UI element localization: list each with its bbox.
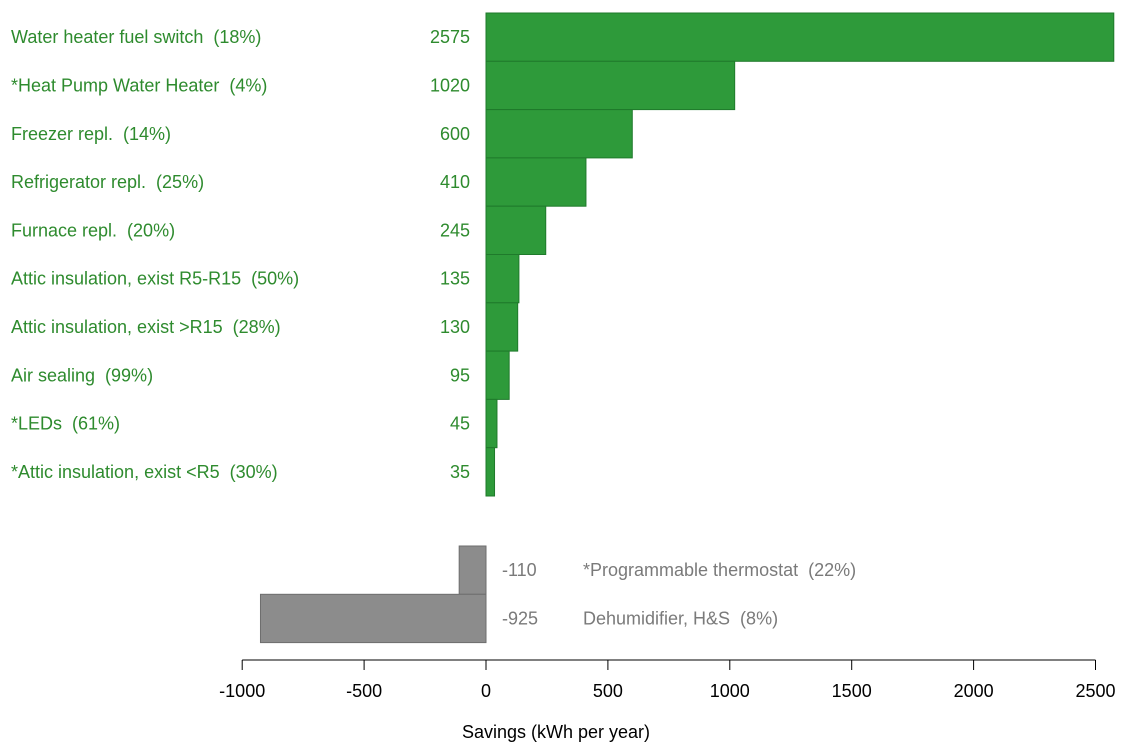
value-label: 245 xyxy=(440,220,470,240)
category-label: Freezer repl. (14%) xyxy=(11,124,171,144)
x-axis-title: Savings (kWh per year) xyxy=(462,722,650,742)
bar-positive xyxy=(485,12,1115,62)
category-label: Attic insulation, exist >R15 (28%) xyxy=(11,317,281,337)
value-label: 1020 xyxy=(430,75,470,95)
bar-negative xyxy=(458,545,487,595)
positive-bars xyxy=(485,12,1115,497)
bar-positive xyxy=(485,350,510,400)
x-tick-label: 1500 xyxy=(832,681,872,701)
category-label: Water heater fuel switch (18%) xyxy=(11,27,261,47)
bar-positive xyxy=(485,60,736,111)
x-axis: -1000 -500 0 500 1000 1500 2000 2500 xyxy=(219,659,1116,701)
bar-positive xyxy=(485,447,496,497)
category-label: *Heat Pump Water Heater (4%) xyxy=(11,75,267,95)
value-label: 95 xyxy=(450,365,470,385)
value-label: 600 xyxy=(440,124,470,144)
value-label: 35 xyxy=(450,462,470,482)
value-label: -925 xyxy=(502,608,538,628)
category-label: Refrigerator repl. (25%) xyxy=(11,172,204,192)
negative-bars xyxy=(259,545,487,644)
x-tick-label: 1000 xyxy=(710,681,750,701)
value-label: 45 xyxy=(450,414,470,434)
bar-positive xyxy=(485,109,633,159)
category-label: Air sealing (99%) xyxy=(11,365,153,385)
value-label: 410 xyxy=(440,172,470,192)
bar-positive xyxy=(485,205,547,255)
category-label: Furnace repl. (20%) xyxy=(11,220,175,240)
bar-labels: Water heater fuel switch (18%) 2575 *Heat … xyxy=(11,27,856,628)
category-label: *Attic insulation, exist <R5 (30%) xyxy=(11,462,278,482)
value-label: -110 xyxy=(502,560,537,580)
bar-positive xyxy=(485,254,520,304)
category-label: Attic insulation, exist R5-R15 (50%) xyxy=(11,269,299,289)
value-label: 135 xyxy=(440,269,470,289)
x-tick-label: -500 xyxy=(346,681,382,701)
x-tick-label: 500 xyxy=(593,681,623,701)
value-label: 130 xyxy=(440,317,470,337)
bar-negative xyxy=(259,593,487,644)
value-label: 2575 xyxy=(430,27,470,47)
x-tick-label: 0 xyxy=(481,681,491,701)
bar-positive xyxy=(485,302,519,352)
bar-positive xyxy=(485,157,587,207)
x-tick-label: 2500 xyxy=(1075,681,1115,701)
category-label: Dehumidifier, H&S (8%) xyxy=(583,608,778,628)
x-tick-label: -1000 xyxy=(219,681,265,701)
category-label: *LEDs (61%) xyxy=(11,414,120,434)
bar-positive xyxy=(485,398,498,449)
category-label: *Programmable thermostat (22%) xyxy=(583,560,856,580)
x-tick-label: 2000 xyxy=(954,681,994,701)
